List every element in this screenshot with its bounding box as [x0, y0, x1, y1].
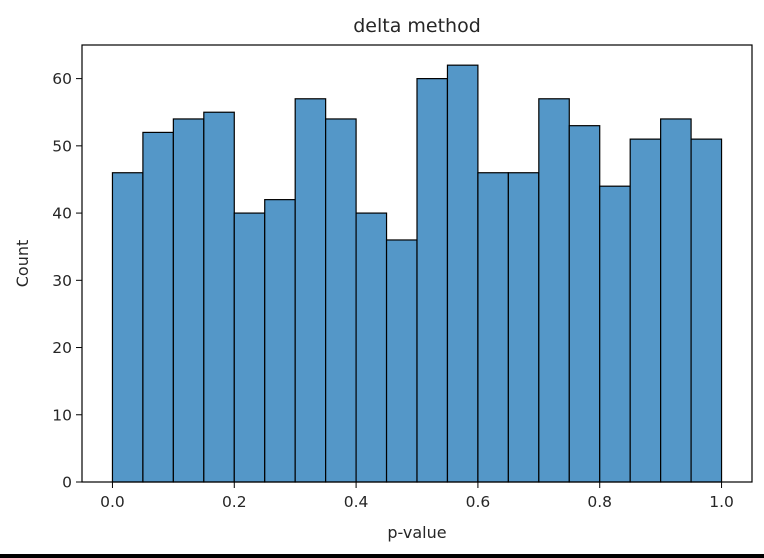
histogram-bar — [294, 98, 327, 483]
y-axis: 0 10 20 30 40 50 60 — [52, 70, 82, 492]
histogram-bar — [690, 138, 723, 483]
histogram-bar — [325, 118, 357, 483]
histogram-bar — [416, 78, 449, 483]
y-tick-label: 60 — [52, 70, 72, 88]
histogram-bar — [477, 172, 509, 483]
histogram-bar — [172, 118, 205, 483]
y-tick-label: 20 — [52, 339, 72, 357]
plot-frame — [81, 44, 753, 483]
y-tick-label: 10 — [52, 406, 72, 424]
y-tick-label: 50 — [52, 137, 72, 155]
histogram-bar — [629, 138, 662, 483]
x-axis: 0.0 0.2 0.4 0.6 0.8 1.0 — [100, 482, 734, 511]
x-tick-label: 0.8 — [587, 493, 612, 511]
histogram-bar — [599, 185, 631, 483]
x-tick-label: 1.0 — [709, 493, 734, 511]
histogram-bar — [446, 64, 479, 483]
histogram-bar — [385, 239, 418, 483]
bottom-divider — [0, 554, 764, 558]
y-tick-label: 30 — [52, 272, 72, 290]
histogram-bar — [660, 118, 692, 483]
chart-title: delta method — [353, 15, 481, 37]
y-tick-label: 40 — [52, 205, 72, 223]
histogram-bar — [507, 172, 540, 483]
histogram-bar — [233, 212, 266, 483]
x-tick-label: 0.2 — [222, 493, 247, 511]
bars-group — [111, 64, 723, 483]
histogram-bar — [538, 98, 570, 483]
histogram-bar — [203, 111, 235, 483]
histogram-bar — [142, 131, 174, 483]
x-tick-label: 0.0 — [100, 493, 125, 511]
y-axis-label: Count — [13, 240, 32, 288]
y-tick-label: 0 — [62, 474, 72, 492]
x-axis-label: p-value — [387, 523, 446, 542]
histogram-bar — [264, 199, 296, 483]
x-tick-label: 0.6 — [466, 493, 491, 511]
histogram-bar — [355, 212, 388, 483]
histogram-bar — [568, 125, 601, 483]
histogram-bar — [111, 172, 144, 483]
x-tick-label: 0.4 — [344, 493, 369, 511]
